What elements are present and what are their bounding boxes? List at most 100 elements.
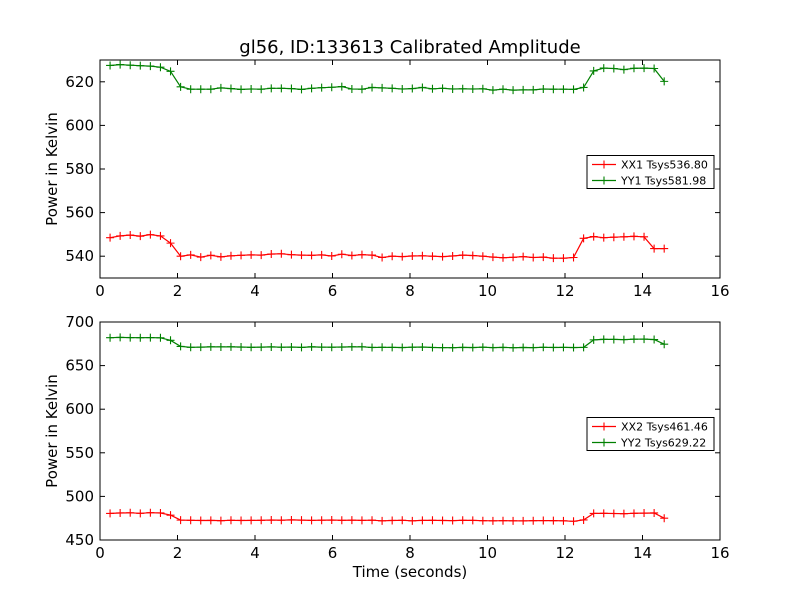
data-point [347, 84, 356, 93]
legend-box [586, 417, 715, 451]
legend-entry: XX1 Tsys536.80 [621, 159, 708, 172]
data-point [539, 84, 548, 93]
data-point [398, 252, 407, 261]
data-point [257, 516, 266, 525]
legend: XX2 Tsys461.46 YY2 Tsys629.22 [586, 417, 715, 451]
x-tick-label: 16 [710, 544, 729, 562]
data-point [297, 85, 306, 94]
data-point [357, 85, 366, 94]
data-point [247, 343, 256, 352]
x-tick-label: 10 [478, 282, 497, 300]
data-point [226, 84, 235, 93]
data-point [176, 516, 185, 525]
data-point [297, 251, 306, 260]
data-point [569, 517, 578, 526]
data-point [398, 516, 407, 525]
data-point [579, 234, 588, 243]
data-point [378, 83, 387, 92]
series-1-1 [106, 230, 669, 263]
data-point [146, 230, 155, 239]
legend: XX1 Tsys536.80 YY1 Tsys581.98 [586, 155, 715, 189]
legend-marker [600, 160, 608, 169]
data-point [640, 335, 649, 344]
data-point [408, 516, 417, 525]
data-point [176, 252, 185, 261]
data-point [468, 251, 477, 260]
data-point [206, 85, 215, 94]
data-point [499, 516, 507, 525]
data-point [619, 65, 628, 74]
data-point [599, 509, 608, 518]
data-point [559, 516, 568, 525]
data-point [277, 84, 286, 93]
data-point [398, 84, 407, 93]
data-point [337, 516, 346, 525]
data-point [589, 66, 598, 75]
data-point [660, 340, 669, 349]
data-point [257, 343, 266, 352]
data-point [640, 64, 649, 73]
data-point [307, 342, 316, 351]
data-point [650, 64, 659, 73]
data-point [428, 343, 437, 352]
data-point [247, 250, 256, 259]
series-line [110, 336, 665, 349]
data-point [237, 516, 246, 525]
data-point [307, 516, 316, 525]
data-point [267, 342, 276, 351]
data-point [599, 233, 608, 242]
x-tick-label: 8 [405, 544, 415, 562]
data-point [257, 251, 266, 260]
data-point [408, 84, 417, 93]
data-point [378, 253, 387, 262]
data-point [468, 516, 477, 525]
x-tick-label: 2 [173, 282, 183, 300]
data-point [529, 85, 538, 94]
data-point [136, 509, 145, 518]
data-point [166, 511, 175, 520]
legend-box [586, 155, 715, 189]
data-point [438, 516, 447, 525]
series-2-1 [106, 508, 669, 526]
data-point [599, 64, 608, 73]
data-point [448, 343, 457, 352]
data-point [458, 84, 467, 93]
data-point [529, 516, 538, 525]
data-point [569, 343, 578, 352]
legend-marker [600, 176, 608, 185]
data-point [579, 83, 588, 92]
data-point [378, 343, 387, 352]
x-tick-label: 10 [478, 544, 497, 562]
data-point [368, 251, 377, 260]
data-point [136, 333, 145, 342]
x-tick-label: 8 [405, 282, 415, 300]
data-point [458, 251, 467, 260]
data-point [216, 342, 225, 351]
data-point [539, 253, 548, 262]
data-point [388, 343, 397, 352]
data-point [478, 343, 487, 352]
data-point [357, 516, 366, 525]
x-tick-label: 6 [328, 544, 338, 562]
data-point [629, 509, 638, 518]
x-tick-label: 16 [710, 282, 729, 300]
data-point [277, 249, 286, 258]
data-point [478, 252, 487, 261]
data-point [519, 343, 528, 352]
data-point [660, 244, 669, 253]
data-point [226, 342, 235, 351]
legend-marker [600, 422, 608, 431]
data-point [237, 251, 246, 260]
data-point [478, 84, 487, 93]
series-2-2 [106, 333, 669, 352]
data-point [126, 61, 135, 70]
data-point [368, 516, 377, 525]
data-point [106, 509, 115, 518]
data-point [247, 84, 256, 93]
y-tick-label: 700 [65, 313, 94, 331]
data-point [116, 231, 125, 240]
x-tick-label: 14 [633, 544, 652, 562]
data-point [569, 85, 578, 94]
data-point [277, 516, 286, 525]
